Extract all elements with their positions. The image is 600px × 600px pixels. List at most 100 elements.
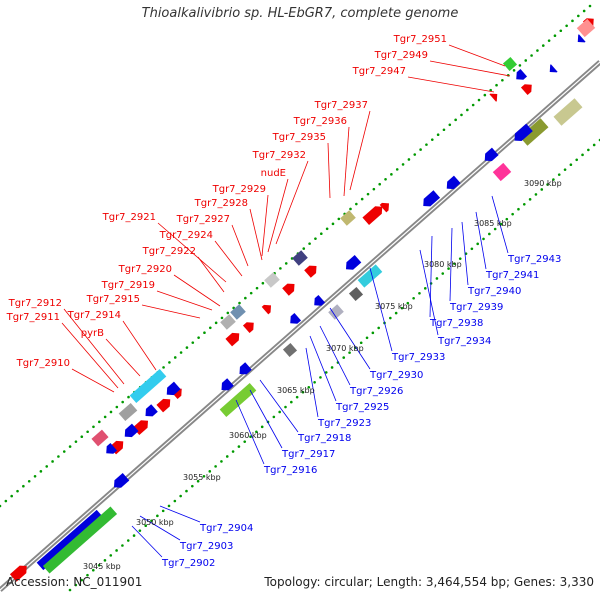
gc-dot-lower bbox=[295, 395, 299, 399]
gc-dot-upper bbox=[302, 247, 306, 250]
forward-gene-grey-a-shape bbox=[118, 402, 138, 422]
gc-dot-upper bbox=[98, 420, 101, 424]
label-reverse-7: Tgr7_2930 bbox=[369, 370, 423, 381]
accession-label: Accession: NC_011901 bbox=[6, 575, 143, 589]
forward-gene-8 bbox=[282, 283, 295, 296]
reverse-gene-9-shape bbox=[314, 294, 326, 306]
label-forward-16: Tgr7_2915 bbox=[86, 294, 140, 305]
gc-dot-upper bbox=[244, 296, 247, 300]
gc-dot-lower bbox=[191, 484, 194, 488]
leader-reverse-11 bbox=[259, 379, 299, 433]
reverse-gene-15 bbox=[516, 68, 528, 80]
label-reverse-14: Tgr7_2904 bbox=[199, 523, 253, 534]
reverse-gene-7-shape bbox=[239, 362, 252, 375]
gc-dot-upper bbox=[127, 395, 130, 399]
gc-dot-upper bbox=[413, 153, 417, 156]
label-forward-17: Tgr7_2912 bbox=[8, 298, 62, 309]
gc-dot-upper bbox=[319, 232, 323, 236]
gc-dot-lower bbox=[97, 563, 101, 567]
label-reverse-15: Tgr7_2903 bbox=[179, 541, 233, 552]
gc-dot-lower bbox=[365, 336, 369, 340]
gc-dot-upper bbox=[92, 425, 95, 429]
gc-dot-upper bbox=[524, 59, 528, 62]
gc-dot-upper bbox=[518, 64, 522, 67]
leader-reverse-14 bbox=[159, 505, 201, 523]
gc-dot-lower bbox=[435, 277, 439, 280]
leader-forward-20 bbox=[105, 338, 141, 377]
reverse-gene-grey-f bbox=[348, 286, 364, 302]
leader-forward-8 bbox=[261, 194, 269, 257]
gc-dot-lower bbox=[208, 470, 212, 473]
leader-forward-7 bbox=[267, 178, 289, 253]
gc-dot-lower bbox=[563, 168, 567, 171]
gc-dot-lower bbox=[237, 445, 241, 448]
label-forward-0: Tgr7_2951 bbox=[393, 34, 447, 45]
leader-reverse-9 bbox=[309, 335, 337, 402]
gc-dot-lower bbox=[359, 341, 363, 345]
leader-reverse-13 bbox=[235, 399, 265, 465]
gc-dot-upper bbox=[390, 173, 393, 176]
gc-dot-lower bbox=[185, 489, 188, 493]
reverse-gene-6 bbox=[221, 378, 234, 391]
forward-gene-1 bbox=[109, 440, 124, 455]
gc-dot-upper bbox=[407, 158, 411, 161]
leader-forward-6 bbox=[275, 160, 309, 245]
gc-dot-upper bbox=[173, 356, 177, 359]
reverse-gene-16 bbox=[549, 64, 558, 73]
gc-dot-upper bbox=[74, 440, 78, 443]
forward-gene-grey-b-shape bbox=[220, 314, 236, 330]
reverse-gene-7 bbox=[239, 362, 252, 375]
gc-dot-lower bbox=[470, 247, 474, 251]
reverse-gene-5 bbox=[113, 472, 130, 488]
reverse-gene-12 bbox=[446, 175, 461, 190]
gc-dot-lower bbox=[534, 193, 538, 196]
forward-gene-0-shape bbox=[9, 565, 27, 582]
gc-dot-lower bbox=[406, 301, 410, 305]
forward-gene-olive-b bbox=[519, 118, 549, 146]
forward-gene-grey-a bbox=[118, 402, 138, 422]
reverse-gene-green-small-shape bbox=[502, 56, 518, 72]
label-forward-8: Tgr7_2929 bbox=[212, 184, 266, 195]
gc-dot-upper bbox=[115, 405, 119, 409]
gc-dot-lower bbox=[231, 450, 235, 453]
leader-reverse-7 bbox=[329, 307, 371, 370]
gc-dot-upper bbox=[33, 474, 37, 478]
reverse-gene-0 bbox=[106, 442, 118, 454]
gc-dot-upper bbox=[255, 286, 259, 290]
gc-dot-lower bbox=[138, 529, 142, 532]
gc-dot-upper bbox=[331, 222, 335, 226]
forward-gene-7-shape bbox=[261, 304, 272, 315]
reverse-gene-13 bbox=[484, 147, 499, 162]
leader-forward-10 bbox=[231, 224, 249, 267]
gc-dot-lower bbox=[342, 356, 346, 359]
reverse-gene-1-shape bbox=[124, 423, 139, 438]
forward-gene-indigo-shape bbox=[292, 250, 308, 266]
map-title: Thioalkalivibrio sp. HL-EbGR7, complete … bbox=[141, 6, 459, 21]
label-forward-21: Tgr7_2910 bbox=[16, 358, 70, 369]
gc-dot-upper bbox=[430, 138, 434, 141]
forward-gene-3 bbox=[156, 398, 171, 413]
gc-dot-upper bbox=[220, 316, 224, 320]
gc-dot-lower bbox=[167, 504, 171, 508]
label-reverse-10: Tgr7_2923 bbox=[317, 418, 371, 429]
reverse-gene-0-shape bbox=[106, 442, 118, 454]
reverse-gene-grey-e bbox=[282, 342, 298, 358]
gc-dot-lower bbox=[243, 440, 247, 443]
label-forward-5: Tgr7_2935 bbox=[272, 132, 326, 143]
reverse-gene-5-shape bbox=[113, 472, 130, 488]
backbone-center bbox=[0, 61, 600, 591]
gc-dot-lower bbox=[132, 534, 136, 537]
gc-dot-upper bbox=[378, 182, 382, 186]
gc-dot-upper bbox=[454, 118, 457, 122]
gc-dot-lower bbox=[290, 400, 293, 404]
gc-dot-upper bbox=[489, 88, 492, 92]
gc-dot-upper bbox=[536, 49, 539, 52]
gc-dot-lower bbox=[324, 371, 328, 374]
gc-dot-upper bbox=[284, 262, 288, 265]
reverse-gene-17-shape bbox=[577, 34, 586, 43]
gc-dot-upper bbox=[559, 29, 563, 33]
gc-dot-lower bbox=[150, 519, 153, 523]
gc-dot-lower bbox=[371, 331, 375, 335]
gc-dot-upper bbox=[466, 108, 469, 112]
